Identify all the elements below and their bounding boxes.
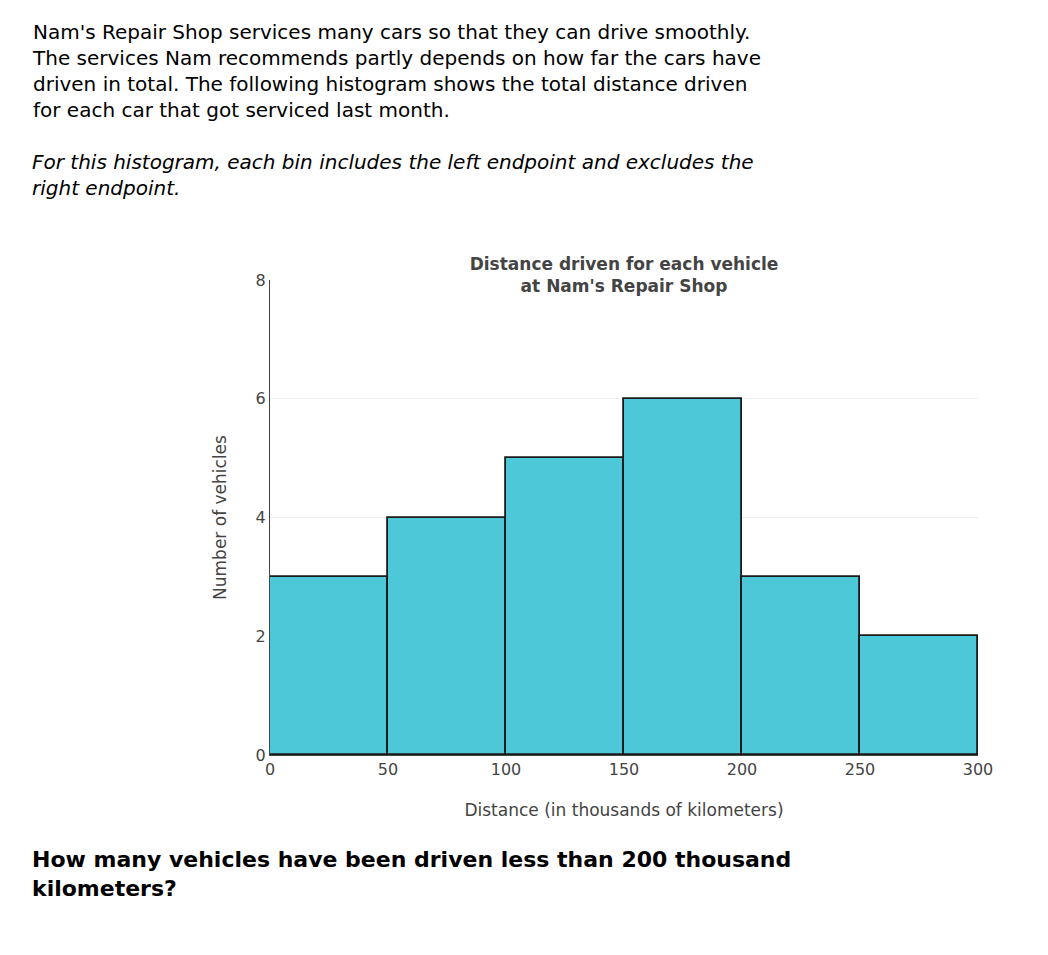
svg-text:8: 8	[256, 271, 266, 290]
svg-text:6: 6	[256, 389, 266, 408]
svg-text:Distance driven for each vehic: Distance driven for each vehicleat Nam's…	[470, 254, 779, 296]
svg-text:How many vehicles have been dr: How many vehicles have been driven less …	[32, 847, 791, 901]
svg-text:4: 4	[256, 508, 266, 527]
svg-text:250: 250	[845, 760, 876, 779]
svg-text:200: 200	[727, 760, 758, 779]
svg-text:Number of vehicles: Number of vehicles	[210, 435, 230, 600]
svg-text:Distance (in thousands of kilo: Distance (in thousands of kilometers)	[464, 800, 783, 820]
svg-text:0: 0	[265, 760, 275, 779]
svg-text:100: 100	[491, 760, 522, 779]
svg-text:0: 0	[256, 746, 266, 765]
svg-text:50: 50	[378, 760, 398, 779]
svg-text:For this histogram, each bin i: For this histogram, each bin includes th…	[32, 150, 754, 200]
svg-text:150: 150	[609, 760, 640, 779]
svg-text:2: 2	[256, 627, 266, 646]
svg-text:300: 300	[963, 760, 994, 779]
svg-text:Nam's Repair Shop services man: Nam's Repair Shop services many cars so …	[32, 20, 761, 122]
